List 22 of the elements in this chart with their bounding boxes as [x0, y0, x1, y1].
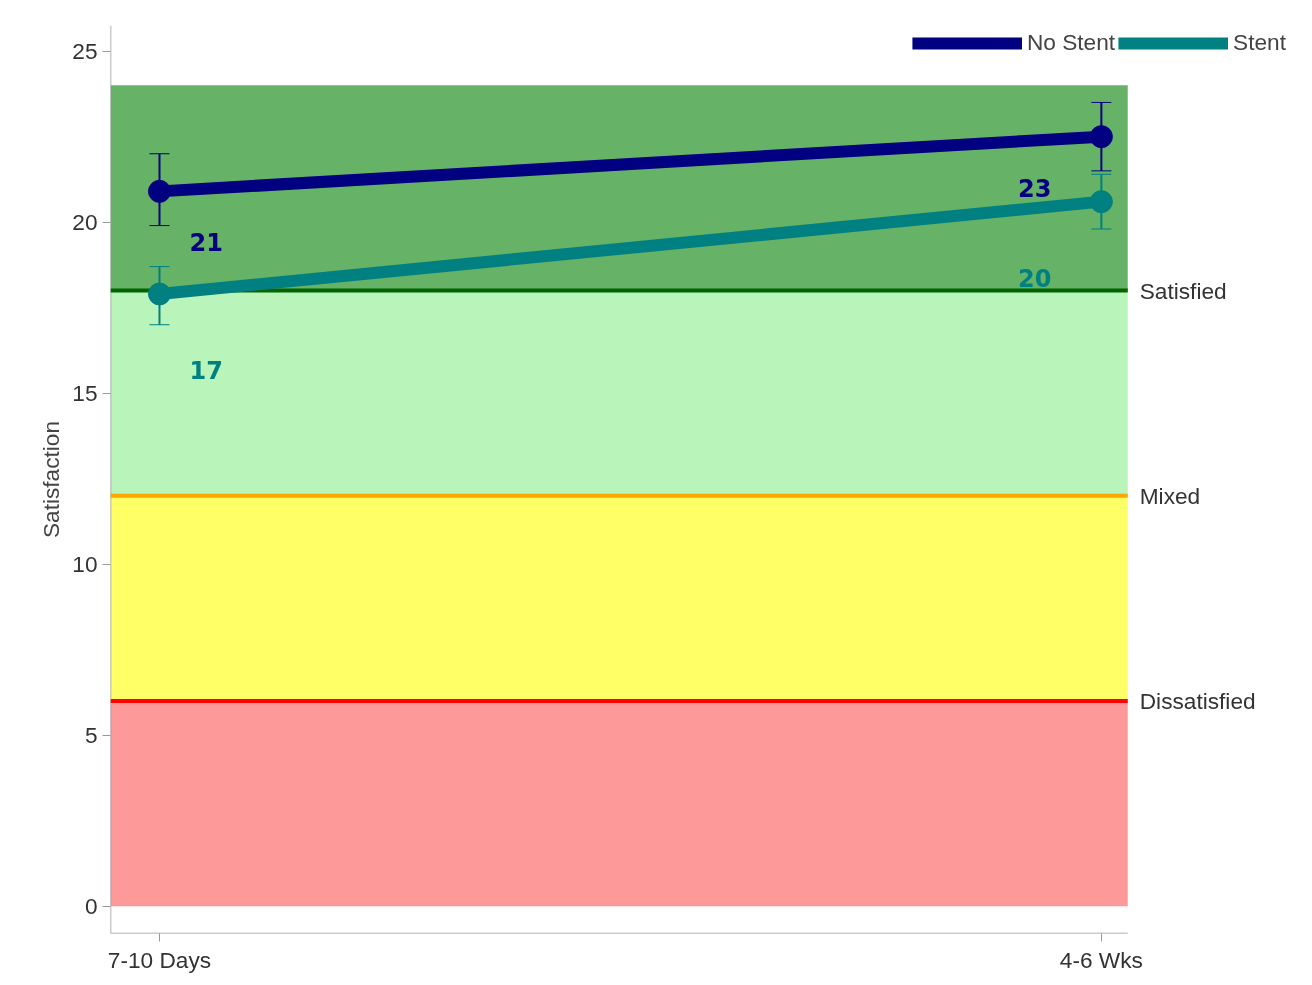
point — [1089, 125, 1113, 149]
ref-line-label: Mixed — [1139, 482, 1201, 509]
y-tick-label: 10 — [72, 550, 98, 577]
y-tick-label: 25 — [72, 37, 98, 64]
annotation: 20 — [1017, 264, 1052, 293]
y-tick-label: 20 — [72, 208, 98, 235]
annotation: 17 — [189, 356, 223, 385]
point — [1089, 190, 1113, 214]
point — [147, 282, 171, 306]
y-tick-label: 0 — [84, 892, 98, 919]
y-axis-title: Satisfaction — [38, 420, 65, 539]
x-tick-label: 4-6 Wks — [1059, 946, 1143, 973]
ref-line-label: Dissatisfied — [1139, 687, 1256, 714]
legend-label: No Stent — [1026, 29, 1116, 56]
annotation: 23 — [1017, 174, 1052, 203]
y-tick-label: 5 — [84, 721, 98, 748]
ref-line-label: Satisfied — [1139, 277, 1227, 304]
annotation: 21 — [189, 229, 223, 258]
y-tick-label: 15 — [72, 379, 98, 406]
x-tick-label: 7-10 Days — [107, 946, 212, 973]
legend-label: Stent — [1233, 29, 1286, 56]
point — [147, 179, 171, 203]
